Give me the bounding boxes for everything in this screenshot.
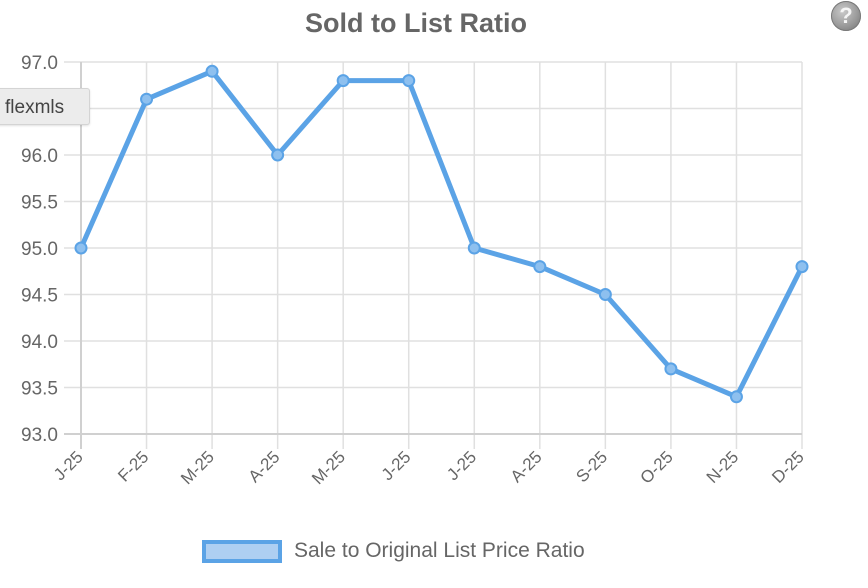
question-icon: ? — [839, 3, 853, 28]
y-tick-label: 95.5 — [21, 193, 58, 214]
x-tick-label: N-25 — [703, 447, 742, 486]
x-tick-label: O-25 — [637, 447, 677, 487]
x-tick-label: S-25 — [572, 447, 611, 486]
legend-swatch — [202, 539, 282, 563]
data-point[interactable] — [664, 362, 678, 376]
y-tick-label: 93.0 — [21, 425, 58, 446]
x-tick-label: J-25 — [443, 447, 480, 484]
chart-title: Sold to List Ratio — [305, 8, 527, 38]
help-button[interactable]: ? — [831, 1, 861, 31]
data-point[interactable] — [729, 390, 743, 404]
x-tick-label: D-25 — [768, 447, 807, 486]
data-point[interactable] — [271, 148, 285, 162]
data-point[interactable] — [598, 288, 612, 301]
data-series — [74, 64, 809, 404]
y-tick-label: 97.0 — [21, 53, 58, 74]
legend-label: Sale to Original List Price Ratio — [294, 539, 585, 562]
chart-legend[interactable]: Sale to Original List Price Ratio — [202, 536, 585, 566]
x-tick-label: M-25 — [308, 447, 349, 488]
x-axis: J-25 F-25 M-25 A-25 M-25 J-25 J-25 A-25 S-25 O-25… — [50, 447, 808, 488]
x-tick-label: A-25 — [245, 447, 284, 486]
y-tick-label: 94.0 — [21, 332, 58, 353]
x-tick-label: J-25 — [50, 447, 87, 484]
x-tick-label: A-25 — [507, 447, 546, 486]
y-tick-label: 95.0 — [21, 239, 58, 260]
data-point[interactable] — [74, 241, 88, 255]
y-tick-label: 96.0 — [21, 146, 58, 167]
y-tick-label: 93.5 — [21, 379, 58, 400]
data-point[interactable] — [467, 241, 481, 255]
x-tick-label: J-25 — [378, 447, 415, 484]
data-point[interactable] — [140, 92, 154, 106]
data-point[interactable] — [205, 64, 219, 78]
chart-grid — [64, 61, 803, 449]
y-tick-label: 94.5 — [21, 286, 58, 307]
x-tick-label: F-25 — [114, 447, 152, 485]
flexmls-badge[interactable]: flexmls — [0, 88, 90, 125]
data-point[interactable] — [795, 260, 809, 274]
data-point[interactable] — [533, 260, 547, 274]
x-tick-label: M-25 — [177, 447, 218, 488]
data-point[interactable] — [336, 74, 350, 88]
data-point[interactable] — [402, 74, 416, 88]
